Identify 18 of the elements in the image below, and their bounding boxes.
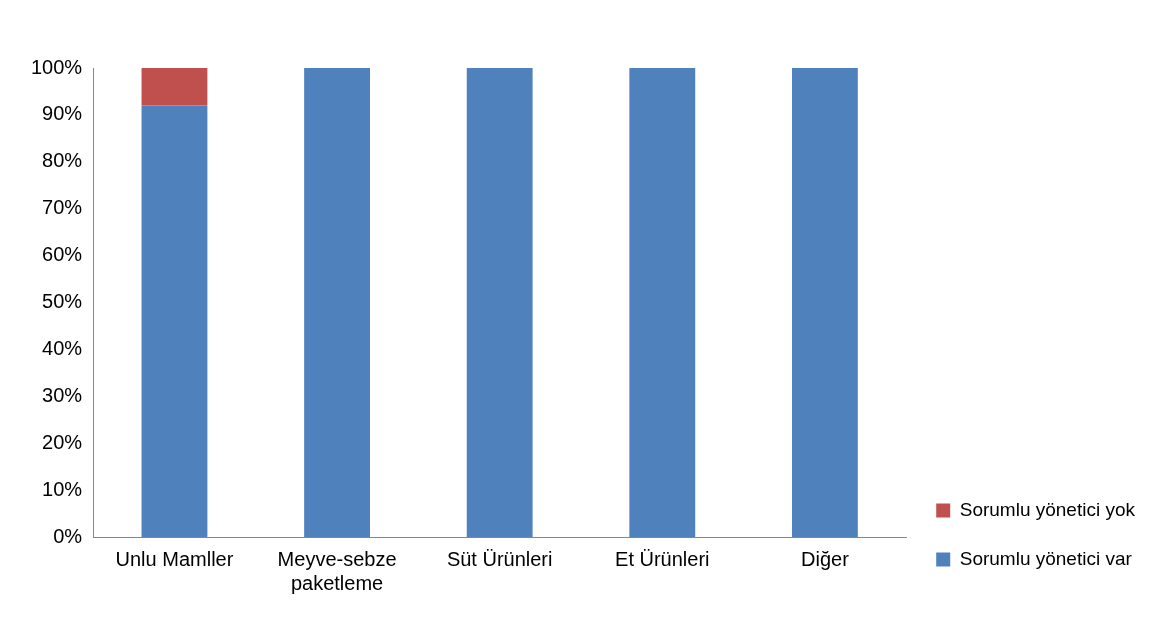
y-tick-label: 80%: [42, 149, 83, 172]
y-tick-label: 20%: [42, 430, 83, 453]
legend-label: Sorumlu yönetici yok: [959, 498, 1136, 520]
x-tick-label: Süt Ürünleri: [446, 547, 553, 570]
y-tick-label: 30%: [42, 383, 83, 406]
y-tick-label: 10%: [42, 477, 83, 500]
x-tick-label: Unlu Mamller: [115, 547, 234, 570]
y-tick-label: 70%: [42, 196, 83, 219]
x-tick-label: Et Ürünleri: [615, 547, 710, 570]
y-tick-label: 60%: [42, 243, 83, 266]
y-tick-label: 50%: [42, 290, 83, 313]
y-tick-label: 90%: [42, 102, 83, 125]
y-tick-label: 40%: [42, 336, 83, 359]
x-tick-label: Meyve-sebze paketleme: [277, 547, 397, 594]
y-tick-label: 100%: [31, 55, 83, 78]
x-tick-label: Diğer: [801, 547, 850, 570]
legend-label: Sorumlu yönetici var: [959, 547, 1133, 569]
y-tick-label: 0%: [53, 524, 83, 547]
